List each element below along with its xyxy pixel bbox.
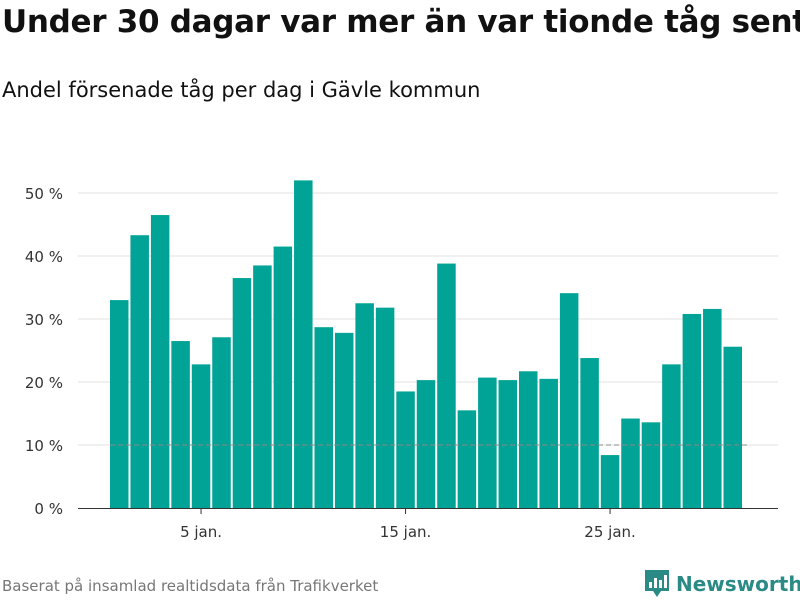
chart-subtitle: Andel försenade tåg per dag i Gävle komm… [2, 78, 481, 102]
bar [682, 313, 702, 508]
chart-title: Under 30 dagar var mer än var tionde tåg… [2, 4, 800, 40]
bar [600, 455, 620, 508]
y-tick-label: 50 % [25, 185, 63, 203]
bar [457, 410, 477, 508]
newsworthy-logo-icon [645, 570, 669, 597]
bar [191, 364, 211, 508]
y-tick-label: 20 % [25, 374, 63, 392]
bar [396, 391, 415, 508]
bar [539, 378, 558, 508]
bar-chart: 0 % 10 % 20 % 30 % 40 % 50 % 5 jan. 15 jan. 25 j… [25, 180, 778, 541]
bar [498, 380, 518, 508]
x-tick-label: 15 jan. [380, 523, 432, 541]
brand-name: Newsworthy [676, 572, 800, 596]
x-tick-label: 5 jan. [180, 523, 222, 541]
bar [130, 235, 149, 508]
bar [212, 337, 231, 508]
y-tick-label: 0 % [34, 500, 63, 518]
x-tick-label: 25 jan. [584, 523, 636, 541]
bar [355, 303, 374, 508]
bar [580, 358, 599, 508]
y-tick-label: 30 % [25, 311, 63, 329]
bar [273, 246, 293, 509]
y-tick-label: 40 % [25, 248, 63, 266]
bar [314, 327, 333, 508]
bar [641, 422, 661, 508]
bar [375, 307, 395, 508]
y-tick-label: 10 % [25, 437, 63, 455]
bar [334, 332, 354, 508]
bar [232, 278, 252, 508]
bar [416, 380, 436, 508]
bar [294, 180, 313, 508]
bar [662, 364, 681, 508]
newsworthy-logo: Newsworthy [644, 569, 800, 599]
bar [110, 300, 129, 508]
bar [478, 377, 497, 508]
bar [559, 293, 579, 508]
bar [253, 265, 272, 508]
bar [171, 341, 190, 508]
bar [621, 418, 640, 508]
bar [437, 263, 456, 508]
bar [519, 371, 538, 508]
bar [150, 215, 170, 509]
bar [703, 308, 722, 508]
source-note: Baserat på insamlad realtidsdata från Tr… [2, 577, 379, 595]
bar [723, 346, 742, 508]
